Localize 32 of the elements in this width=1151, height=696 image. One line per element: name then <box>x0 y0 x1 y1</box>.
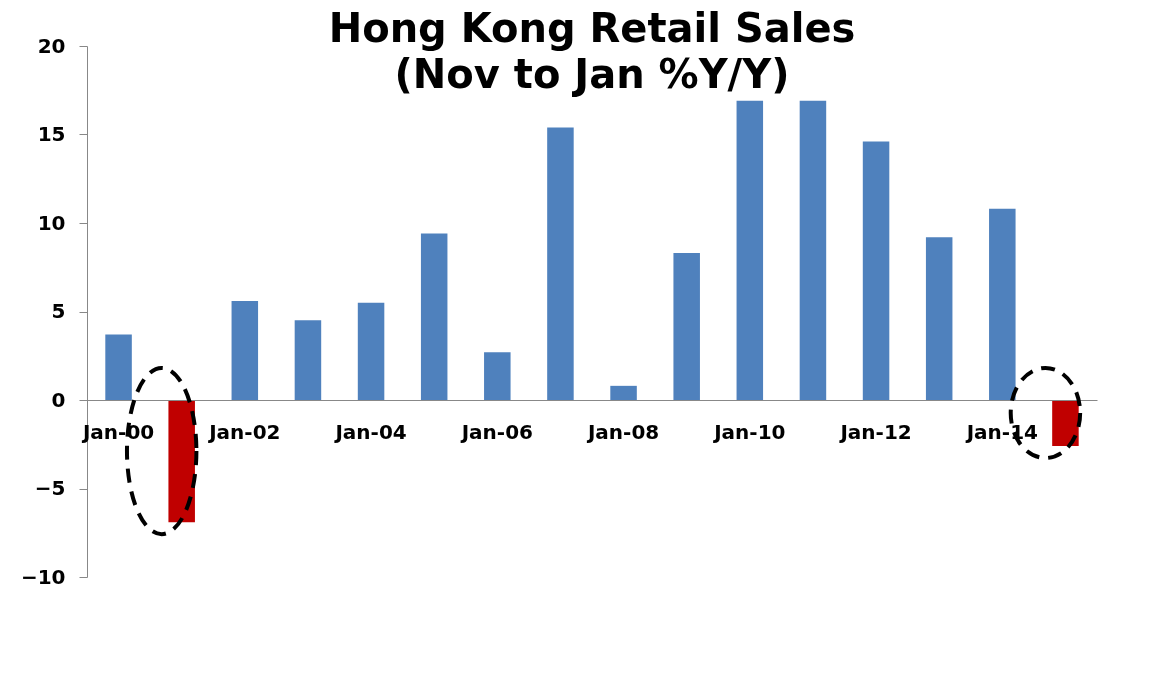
bar <box>357 302 385 400</box>
x-tick-label: Jan-04 <box>333 419 407 444</box>
bar <box>862 141 890 400</box>
bar <box>799 100 827 400</box>
bar <box>673 253 700 400</box>
bar <box>294 320 322 400</box>
y-tick-label: 10 <box>37 210 66 235</box>
chart-subtitle: (Nov to Jan %Y/Y) <box>394 51 790 97</box>
chart-title: Hong Kong Retail Sales <box>328 5 856 51</box>
bar <box>989 208 1016 400</box>
x-tick-label: Jan-08 <box>585 419 660 444</box>
y-tick-label: 5 <box>51 299 66 323</box>
y-tick-label: 0 <box>51 387 66 412</box>
bar <box>547 127 574 400</box>
bar <box>105 334 132 400</box>
x-tick-label: Jan-12 <box>838 419 912 444</box>
bar <box>420 233 448 400</box>
bar <box>484 352 511 400</box>
bar <box>925 237 953 400</box>
x-tick-label: Jan-02 <box>207 419 281 444</box>
bar <box>1052 400 1079 447</box>
y-tick-label: 15 <box>37 122 66 146</box>
bar <box>168 400 195 523</box>
y-tick-label: −5 <box>34 476 66 500</box>
x-tick-label: Jan-10 <box>712 419 786 444</box>
x-tick-label: Jan-06 <box>459 419 533 444</box>
y-tick-label: −10 <box>20 564 66 589</box>
bar <box>231 300 259 400</box>
x-tick-label: Jan-14 <box>964 419 1038 444</box>
bar <box>610 385 637 400</box>
bar <box>736 100 764 400</box>
y-tick-label: 20 <box>37 33 66 58</box>
